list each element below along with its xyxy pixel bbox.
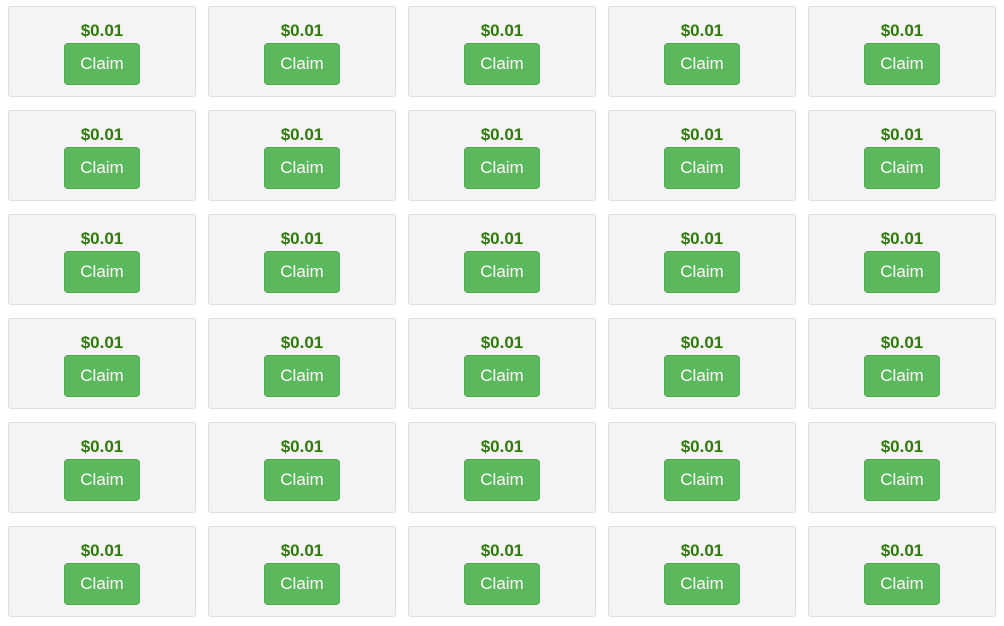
reward-amount: $0.01 bbox=[280, 21, 324, 40]
reward-amount: $0.01 bbox=[480, 541, 524, 560]
claim-button[interactable]: Claim bbox=[64, 459, 140, 501]
reward-card: $0.01 Claim bbox=[408, 6, 596, 97]
reward-amount: $0.01 bbox=[280, 125, 324, 144]
reward-amount: $0.01 bbox=[680, 125, 724, 144]
claim-button[interactable]: Claim bbox=[864, 147, 940, 189]
reward-amount: $0.01 bbox=[80, 125, 124, 144]
reward-amount: $0.01 bbox=[880, 21, 924, 40]
reward-amount: $0.01 bbox=[80, 229, 124, 248]
claim-button[interactable]: Claim bbox=[464, 147, 540, 189]
reward-card: $0.01 Claim bbox=[8, 422, 196, 513]
reward-card: $0.01 Claim bbox=[208, 318, 396, 409]
reward-card: $0.01 Claim bbox=[408, 526, 596, 617]
reward-amount: $0.01 bbox=[480, 229, 524, 248]
reward-card: $0.01 Claim bbox=[608, 6, 796, 97]
reward-amount: $0.01 bbox=[680, 229, 724, 248]
reward-card: $0.01 Claim bbox=[8, 318, 196, 409]
reward-card: $0.01 Claim bbox=[208, 6, 396, 97]
reward-card: $0.01 Claim bbox=[8, 6, 196, 97]
claim-button[interactable]: Claim bbox=[64, 251, 140, 293]
claim-button[interactable]: Claim bbox=[64, 43, 140, 85]
reward-amount: $0.01 bbox=[880, 125, 924, 144]
claim-button[interactable]: Claim bbox=[864, 355, 940, 397]
claim-button[interactable]: Claim bbox=[464, 459, 540, 501]
reward-card: $0.01 Claim bbox=[208, 214, 396, 305]
reward-amount: $0.01 bbox=[280, 333, 324, 352]
claim-button[interactable]: Claim bbox=[664, 459, 740, 501]
claim-button[interactable]: Claim bbox=[264, 355, 340, 397]
reward-card: $0.01 Claim bbox=[608, 214, 796, 305]
claim-button[interactable]: Claim bbox=[264, 563, 340, 605]
claim-button[interactable]: Claim bbox=[664, 251, 740, 293]
claim-button[interactable]: Claim bbox=[264, 459, 340, 501]
claim-button[interactable]: Claim bbox=[464, 43, 540, 85]
reward-amount: $0.01 bbox=[880, 229, 924, 248]
reward-grid: $0.01 Claim $0.01 Claim $0.01 Claim $0.01 Claim… bbox=[8, 6, 996, 617]
reward-amount: $0.01 bbox=[280, 229, 324, 248]
claim-button[interactable]: Claim bbox=[664, 43, 740, 85]
reward-card: $0.01 Claim bbox=[208, 110, 396, 201]
reward-amount: $0.01 bbox=[80, 21, 124, 40]
reward-card: $0.01 Claim bbox=[808, 110, 996, 201]
reward-card: $0.01 Claim bbox=[808, 422, 996, 513]
reward-card: $0.01 Claim bbox=[808, 318, 996, 409]
reward-card: $0.01 Claim bbox=[608, 526, 796, 617]
claim-button[interactable]: Claim bbox=[664, 147, 740, 189]
reward-amount: $0.01 bbox=[480, 333, 524, 352]
claim-button[interactable]: Claim bbox=[464, 563, 540, 605]
claim-button[interactable]: Claim bbox=[64, 355, 140, 397]
reward-amount: $0.01 bbox=[80, 541, 124, 560]
reward-card: $0.01 Claim bbox=[408, 318, 596, 409]
reward-card: $0.01 Claim bbox=[8, 110, 196, 201]
reward-amount: $0.01 bbox=[480, 21, 524, 40]
reward-amount: $0.01 bbox=[480, 437, 524, 456]
reward-card: $0.01 Claim bbox=[608, 422, 796, 513]
reward-amount: $0.01 bbox=[680, 333, 724, 352]
reward-amount: $0.01 bbox=[880, 437, 924, 456]
reward-amount: $0.01 bbox=[680, 21, 724, 40]
claim-button[interactable]: Claim bbox=[864, 251, 940, 293]
reward-card: $0.01 Claim bbox=[408, 422, 596, 513]
reward-card: $0.01 Claim bbox=[8, 214, 196, 305]
claim-button[interactable]: Claim bbox=[64, 147, 140, 189]
reward-card: $0.01 Claim bbox=[208, 422, 396, 513]
reward-amount: $0.01 bbox=[680, 541, 724, 560]
reward-amount: $0.01 bbox=[880, 333, 924, 352]
reward-card: $0.01 Claim bbox=[408, 214, 596, 305]
reward-amount: $0.01 bbox=[480, 125, 524, 144]
claim-button[interactable]: Claim bbox=[264, 147, 340, 189]
claim-button[interactable]: Claim bbox=[664, 563, 740, 605]
reward-card: $0.01 Claim bbox=[408, 110, 596, 201]
reward-card: $0.01 Claim bbox=[808, 6, 996, 97]
reward-card: $0.01 Claim bbox=[808, 526, 996, 617]
claim-button[interactable]: Claim bbox=[64, 563, 140, 605]
claim-button[interactable]: Claim bbox=[464, 251, 540, 293]
claim-button[interactable]: Claim bbox=[864, 563, 940, 605]
claim-button[interactable]: Claim bbox=[264, 43, 340, 85]
reward-amount: $0.01 bbox=[80, 333, 124, 352]
reward-amount: $0.01 bbox=[280, 541, 324, 560]
claim-button[interactable]: Claim bbox=[864, 459, 940, 501]
reward-card: $0.01 Claim bbox=[808, 214, 996, 305]
claim-button[interactable]: Claim bbox=[864, 43, 940, 85]
claim-button[interactable]: Claim bbox=[464, 355, 540, 397]
reward-amount: $0.01 bbox=[80, 437, 124, 456]
claim-button[interactable]: Claim bbox=[664, 355, 740, 397]
reward-card: $0.01 Claim bbox=[8, 526, 196, 617]
reward-card: $0.01 Claim bbox=[608, 318, 796, 409]
reward-amount: $0.01 bbox=[880, 541, 924, 560]
reward-card: $0.01 Claim bbox=[608, 110, 796, 201]
reward-card: $0.01 Claim bbox=[208, 526, 396, 617]
reward-amount: $0.01 bbox=[680, 437, 724, 456]
reward-amount: $0.01 bbox=[280, 437, 324, 456]
claim-button[interactable]: Claim bbox=[264, 251, 340, 293]
